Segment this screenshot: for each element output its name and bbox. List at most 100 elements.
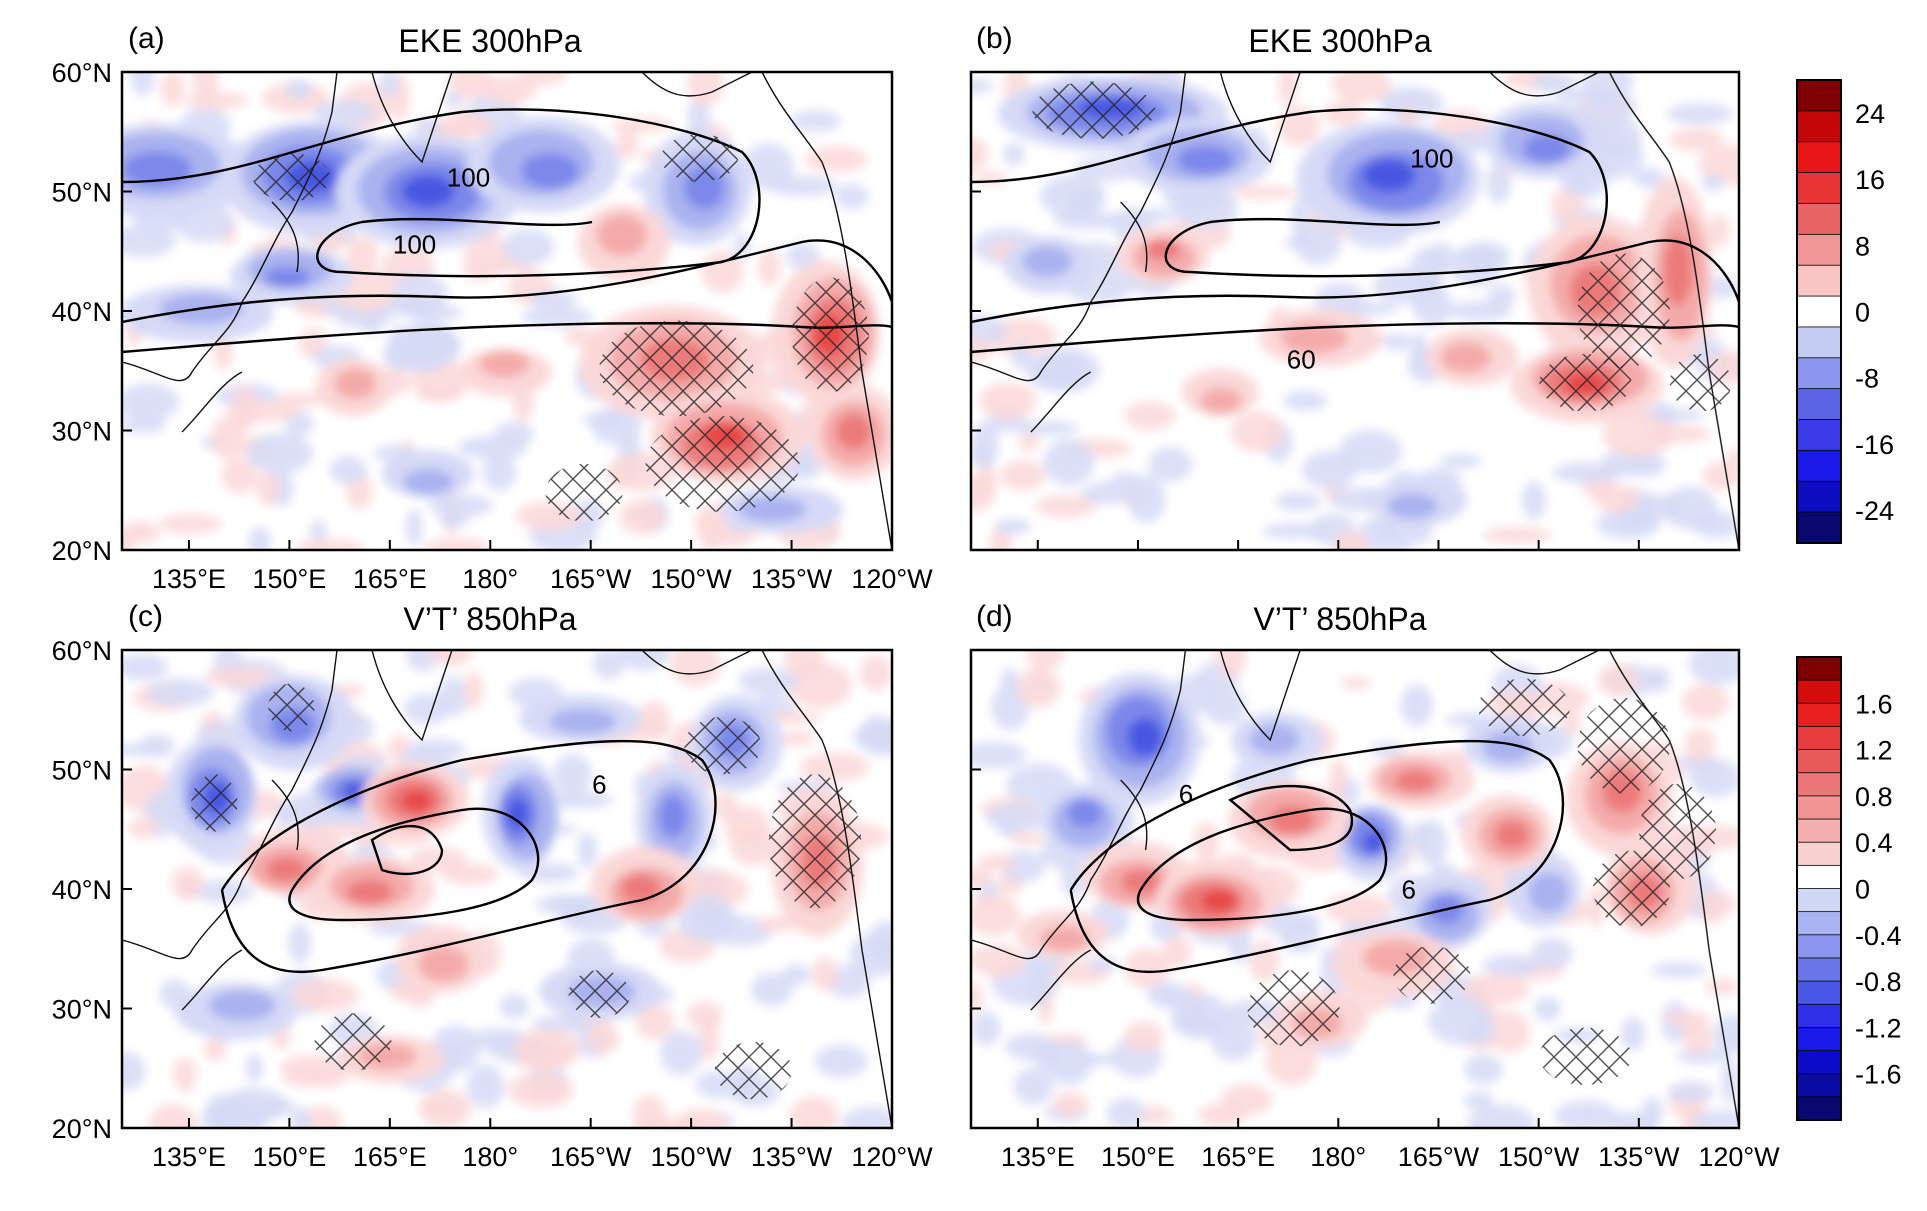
field-blob bbox=[1176, 145, 1235, 174]
colorbar-swatch bbox=[1796, 726, 1842, 751]
field-blob bbox=[1220, 1083, 1273, 1116]
field-blob bbox=[977, 854, 1016, 872]
field-blob bbox=[128, 817, 159, 839]
colorbar-swatch bbox=[1796, 388, 1842, 421]
colorbar-swatch bbox=[1796, 749, 1842, 774]
field-blob bbox=[479, 351, 530, 378]
field-blob bbox=[484, 75, 537, 105]
coastline-segment bbox=[1030, 949, 1092, 1011]
colorbar-label: 0 bbox=[1855, 875, 1870, 905]
y-tick-label: 20°N bbox=[52, 1114, 112, 1144]
field-blob bbox=[290, 1106, 311, 1128]
field-blob bbox=[670, 650, 721, 687]
field-blob bbox=[971, 982, 983, 1013]
coastline-segment bbox=[371, 72, 453, 164]
colorbar-swatch bbox=[1796, 79, 1842, 112]
field-blob bbox=[1645, 666, 1670, 693]
field-blob bbox=[590, 406, 643, 445]
y-tick-label: 20°N bbox=[52, 536, 112, 566]
colorbar-label: 16 bbox=[1855, 165, 1885, 195]
field-blob bbox=[553, 753, 592, 795]
contour-label: 60 bbox=[1287, 344, 1316, 374]
panel-c: (c) V’T’ 850hPa 6 60°N 50°N 40°N 30°N 20°N 1… bbox=[52, 600, 934, 1172]
climatology-contours bbox=[971, 108, 1739, 354]
field-blob bbox=[1278, 72, 1298, 107]
field-blob bbox=[1705, 978, 1739, 996]
colorbar-swatch bbox=[1796, 203, 1842, 236]
climatology-contours bbox=[220, 739, 717, 974]
field-blob bbox=[852, 723, 892, 750]
x-axis: 135°E 150°E 165°E 180° 165°W 150°W 135°W 120°W bbox=[152, 540, 933, 594]
field-blob bbox=[309, 520, 327, 543]
panel-title: EKE 300hPa bbox=[1248, 23, 1431, 59]
colorbar-frame bbox=[1796, 79, 1842, 544]
significance-hatch bbox=[1669, 354, 1732, 412]
field-blob bbox=[1199, 387, 1242, 414]
significance-hatch bbox=[599, 320, 754, 417]
field-blob bbox=[204, 1093, 239, 1128]
colorbar-swatch bbox=[1796, 911, 1842, 936]
field-blob bbox=[1080, 482, 1132, 505]
field-blob bbox=[1440, 341, 1491, 374]
x-tick-label: 180° bbox=[1310, 1142, 1366, 1172]
field-blob bbox=[1681, 684, 1730, 720]
field-blob bbox=[1550, 186, 1586, 222]
panel-title: V’T’ 850hPa bbox=[403, 601, 576, 637]
field-blob bbox=[1162, 935, 1192, 969]
field-blob bbox=[1331, 72, 1392, 104]
panel-d: (d) V’T’ 850hPa 66 135°E 150°E 165°E 180° 16… bbox=[969, 600, 1780, 1172]
colorbar-swatch bbox=[1796, 864, 1842, 890]
field-blob bbox=[482, 453, 517, 492]
panel-label: (b) bbox=[976, 22, 1013, 55]
field-blob bbox=[1400, 684, 1434, 727]
field-blob bbox=[1333, 301, 1398, 316]
field-blob bbox=[790, 110, 841, 132]
field-blob bbox=[549, 708, 617, 735]
x-tick-label: 165°W bbox=[550, 564, 632, 594]
field-blob bbox=[501, 228, 555, 266]
colorbar-swatch bbox=[1796, 233, 1842, 267]
field-blob bbox=[1026, 650, 1065, 669]
x-tick-label: 135°W bbox=[751, 564, 833, 594]
x-tick-label: 150°E bbox=[252, 1142, 326, 1172]
field-blob bbox=[1690, 1109, 1739, 1128]
coastline-segment bbox=[641, 72, 753, 97]
colorbar-swatch bbox=[1796, 480, 1842, 514]
colorbar-swatch bbox=[1796, 511, 1842, 544]
field-blob bbox=[346, 235, 379, 273]
field-blob bbox=[1301, 450, 1358, 490]
field-blob bbox=[1684, 727, 1716, 762]
field-blob bbox=[1713, 1014, 1739, 1056]
contour-line bbox=[1228, 784, 1353, 852]
significance-hatch bbox=[1639, 783, 1716, 880]
x-tick-label: 135°W bbox=[751, 1142, 833, 1172]
field-blob bbox=[1039, 925, 1090, 952]
field-blob bbox=[1261, 523, 1327, 539]
x-tick-label: 150°W bbox=[1498, 1142, 1580, 1172]
colorbar-label: 1.6 bbox=[1855, 689, 1893, 719]
colorbar-bottom: 1.6 1.2 0.8 0.4 0 -0.4 -0.8 -1.2 -1.6 bbox=[1796, 656, 1902, 1121]
field-blob bbox=[1463, 1054, 1504, 1085]
coastline-segment bbox=[122, 650, 338, 960]
coastline-segment bbox=[271, 779, 299, 851]
contour-line bbox=[288, 807, 540, 922]
field-blob bbox=[288, 923, 312, 964]
field-blob bbox=[1123, 1020, 1164, 1053]
colorbar-label: -1.2 bbox=[1855, 1013, 1902, 1043]
field-blob bbox=[171, 866, 205, 901]
coastline-segment bbox=[641, 650, 753, 675]
field-blob bbox=[1147, 981, 1189, 1009]
field-blob bbox=[729, 824, 778, 866]
field-blob bbox=[971, 446, 991, 467]
field-blob bbox=[849, 932, 892, 977]
colorbar-swatch bbox=[1796, 772, 1842, 797]
y-axis bbox=[971, 71, 981, 551]
map-plot: 100 100 bbox=[122, 72, 892, 550]
contour-label: 100 bbox=[447, 163, 490, 193]
field-blob bbox=[1123, 401, 1176, 431]
colorbar-swatch bbox=[1796, 934, 1842, 959]
field-blob bbox=[1409, 246, 1446, 292]
coastline-segment bbox=[1219, 650, 1301, 742]
contour-line bbox=[370, 825, 444, 876]
field-blob bbox=[738, 667, 799, 696]
